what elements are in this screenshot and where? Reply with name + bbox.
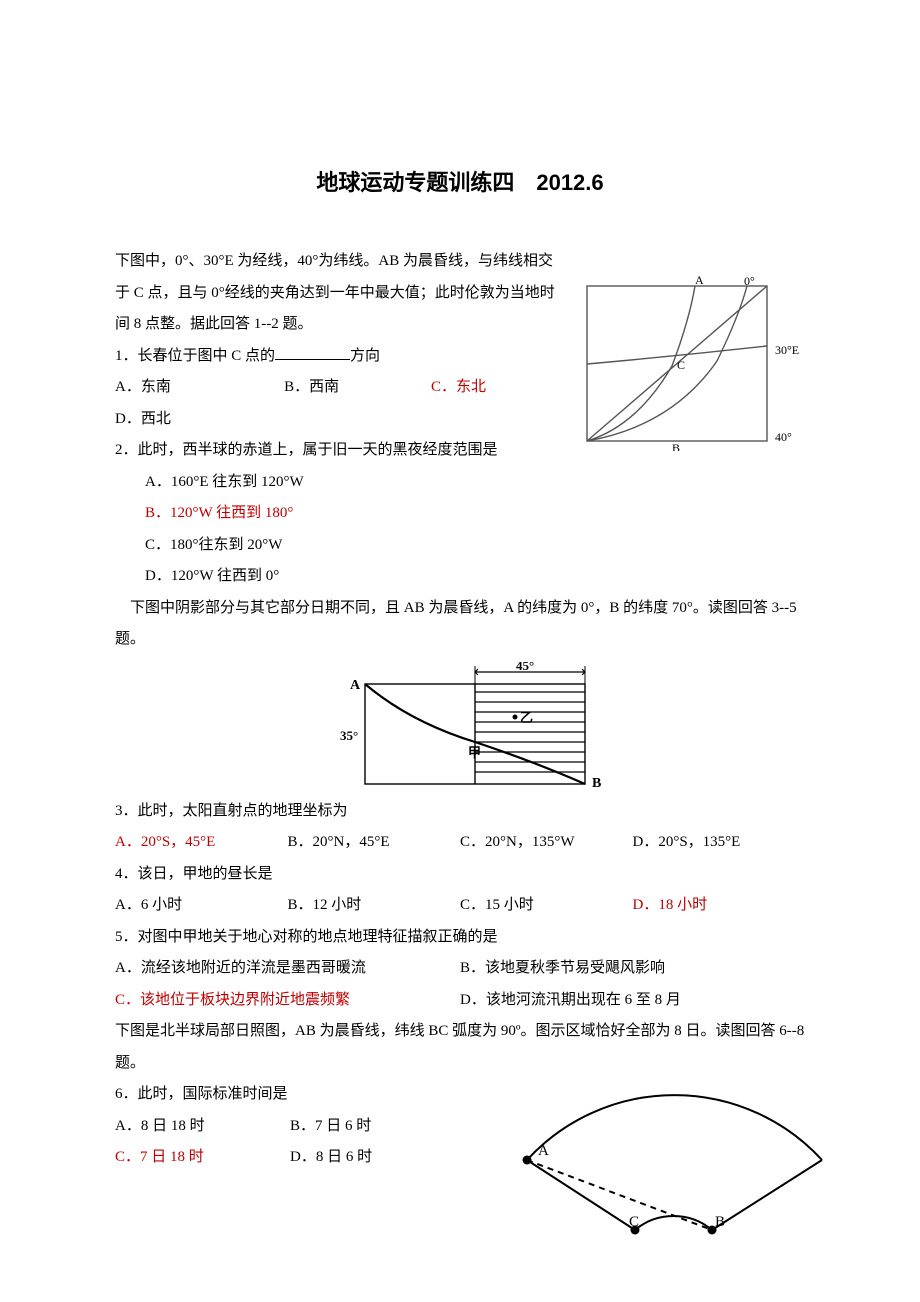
svg-text:40°: 40° (775, 430, 792, 444)
svg-text:B: B (592, 776, 601, 791)
q1-choice-b: B．西南 (284, 372, 431, 404)
svg-text:C: C (677, 358, 685, 372)
q4-choice-b: B．12 小时 (288, 890, 461, 922)
q1-choice-d: D．西北 (115, 404, 560, 436)
svg-text:A: A (538, 1143, 549, 1159)
blank (275, 344, 350, 360)
q2-choice-d: D．120°W 往西到 0° (115, 561, 805, 593)
q4-choice-a: A．6 小时 (115, 890, 288, 922)
q2-choice-a: A．160°E 往东到 120°W (115, 467, 805, 499)
q1-choice-a: A．东南 (115, 372, 284, 404)
svg-text:乙: 乙 (520, 710, 533, 725)
q1-stem: 1．长春位于图中 C 点的方向 (115, 341, 560, 373)
q3-choice-b: B．20°N，45°E (288, 827, 461, 859)
q5-choice-d: D．该地河流汛期出现在 6 至 8 月 (460, 985, 805, 1017)
svg-text:B: B (715, 1214, 725, 1230)
svg-text:A: A (350, 678, 361, 693)
intro-2: 下图中阴影部分与其它部分日期不同，且 AB 为晨昏线，A 的纬度为 0°，B 的… (115, 593, 805, 656)
q4-choice-c: C．15 小时 (460, 890, 633, 922)
page-title: 地球运动专题训练四 2012.6 (115, 160, 805, 206)
svg-text:甲: 甲 (468, 745, 481, 760)
q3-choice-a: A．20°S，45°E (115, 827, 288, 859)
svg-text:30°E: 30°E (775, 343, 799, 357)
figure-1: A 0° 30°E 40° B C (577, 276, 812, 451)
q3-choice-c: C．20°N，135°W (460, 827, 633, 859)
q3-stem: 3．此时，太阳直射点的地理坐标为 (115, 796, 805, 828)
q4-stem: 4．该日，甲地的昼长是 (115, 859, 805, 891)
figure-3: A B C (502, 1070, 832, 1240)
q1-choice-c: C．东北 (431, 372, 486, 404)
q5-choice-a: A．流经该地附近的洋流是墨西哥暖流 (115, 953, 460, 985)
q5-choice-b: B．该地夏秋季节易受飓风影响 (460, 953, 805, 985)
q6-choice-d: D．8 日 6 时 (290, 1142, 465, 1174)
q6-choice-c: C．7 日 18 时 (115, 1142, 290, 1174)
q3-choice-d: D．20°S，135°E (633, 827, 806, 859)
q6-choice-b: B．7 日 6 时 (290, 1111, 465, 1143)
svg-text:35°: 35° (340, 728, 358, 743)
q2-stem: 2．此时，西半球的赤道上，属于旧一天的黑夜经度范围是 (115, 435, 560, 467)
q2-choice-b: B．120°W 往西到 180° (115, 498, 805, 530)
q6-stem: 6．此时，国际标准时间是 (115, 1079, 465, 1111)
svg-text:B: B (672, 441, 680, 451)
q2-choice-c: C．180°往东到 20°W (115, 530, 805, 562)
svg-text:C: C (629, 1214, 639, 1230)
q4-choice-d: D．18 小时 (633, 890, 806, 922)
q5-stem: 5．对图中甲地关于地心对称的地点地理特征描叙正确的是 (115, 922, 805, 954)
svg-text:A: A (695, 276, 704, 287)
figure-2: A B 35° 45° 甲 乙 (310, 662, 610, 792)
q5-choice-c: C．该地位于板块边界附近地震频繁 (115, 985, 460, 1017)
intro-1: 下图中，0°、30°E 为经线，40°为纬线。AB 为晨昏线，与纬线相交于 C … (115, 246, 560, 341)
svg-text:45°: 45° (516, 662, 534, 673)
svg-text:0°: 0° (744, 276, 755, 288)
q6-choice-a: A．8 日 18 时 (115, 1111, 290, 1143)
